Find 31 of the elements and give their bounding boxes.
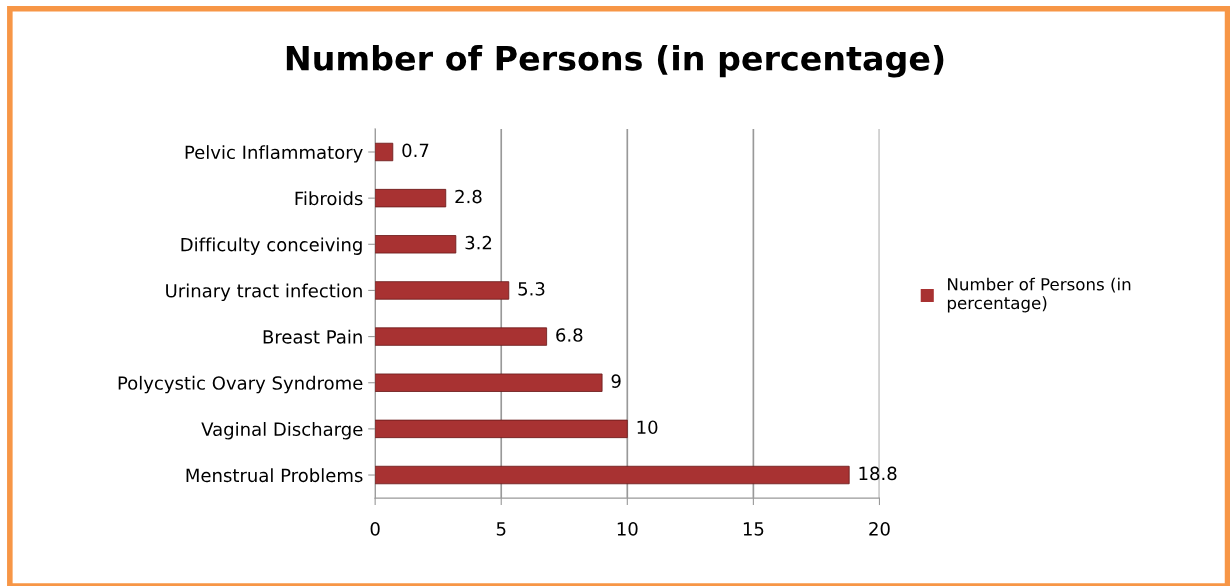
x-tick-label: 0 [370, 522, 380, 536]
data-label: 9 [611, 374, 621, 388]
bar [375, 142, 394, 162]
data-label: 10 [637, 420, 658, 435]
bar [375, 373, 603, 392]
data-label: 3.2 [465, 235, 492, 250]
data-label: 2.8 [455, 189, 482, 204]
bar [375, 188, 447, 208]
data-label: 5.3 [518, 282, 545, 296]
x-tick-label: 5 [496, 522, 506, 536]
bar [375, 327, 548, 346]
legend-label: Number of Persons (in percentage) [947, 277, 1131, 313]
y-tick-label: Breast Pain [263, 329, 362, 344]
y-tick-label: Polycystic Ovary Syndrome [118, 375, 363, 394]
y-tick-label: Menstrual Problems [186, 468, 363, 483]
y-tick-label: Urinary tract infection [166, 283, 362, 302]
y-tick-label: Vaginal Discharge [201, 422, 363, 440]
data-label: 0.7 [402, 143, 429, 158]
bar [375, 235, 457, 254]
y-tick-label: Fibroids [295, 191, 363, 206]
bar [375, 465, 850, 485]
x-tick-label: 15 [743, 522, 764, 536]
x-tick-label: 20 [869, 522, 890, 536]
bar [375, 281, 510, 300]
chart-title: Number of Persons (in percentage) [286, 44, 944, 78]
y-tick-label: Pelvic Inflammatory [185, 145, 363, 163]
data-label: 6.8 [556, 328, 583, 342]
data-label: 18.8 [859, 466, 897, 481]
bar [375, 419, 628, 439]
x-tick-label: 10 [617, 522, 638, 536]
y-tick-label: Difficulty conceiving [181, 237, 362, 255]
